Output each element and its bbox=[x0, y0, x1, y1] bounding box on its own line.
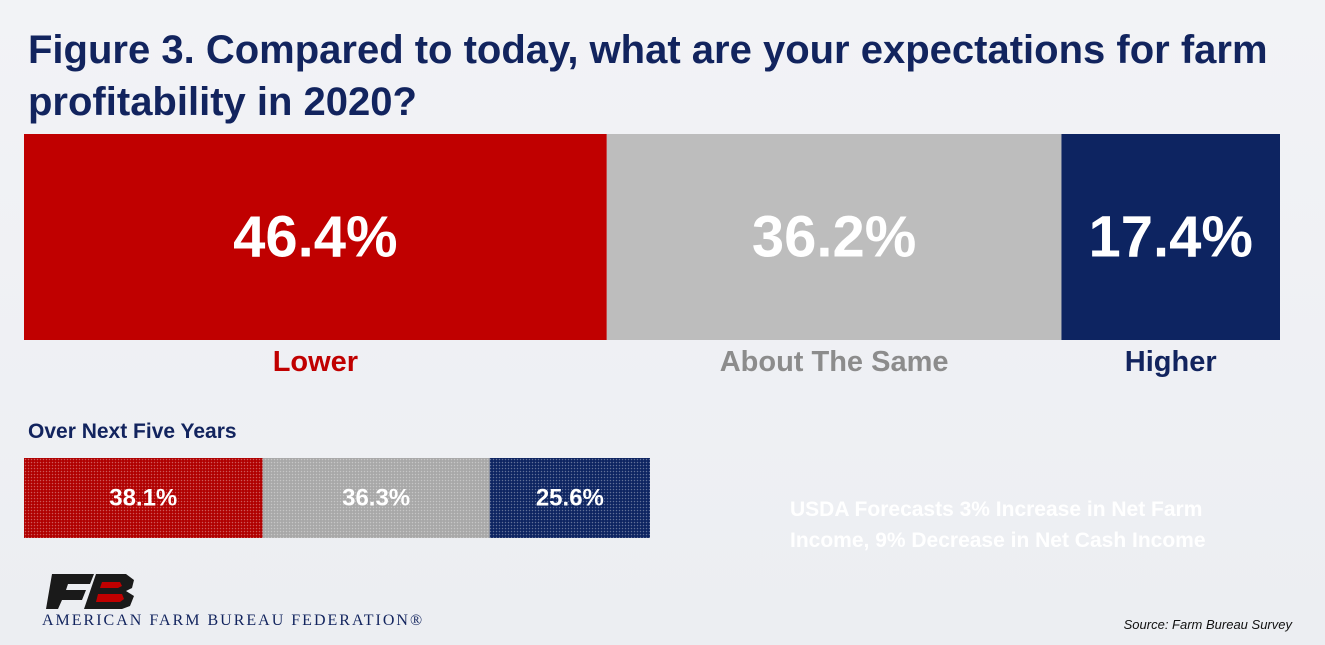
category-label-lower: Lower bbox=[272, 346, 359, 378]
afbf-logo: AMERICAN FARM BUREAU FEDERATION® bbox=[42, 572, 482, 632]
category-label-higher: Higher bbox=[1124, 346, 1217, 378]
data-label: 38.1% bbox=[109, 485, 177, 512]
data-label: 17.4% bbox=[1088, 205, 1252, 270]
bar-segment-texture bbox=[262, 458, 490, 538]
sub-stacked-bar: 38.1% 36.3% 25.6% bbox=[24, 458, 650, 538]
bar-segment-texture bbox=[489, 458, 650, 538]
main-stacked-bar: 46.4% 36.2% 17.4% bbox=[24, 134, 1280, 340]
source-note: Source: Farm Bureau Survey bbox=[1123, 617, 1292, 632]
data-label: 36.3% bbox=[342, 485, 410, 512]
category-label-about-the-same: About The Same bbox=[719, 346, 949, 378]
bar-segment-lower bbox=[24, 134, 607, 340]
bar-segment-about-the-same bbox=[606, 134, 1062, 340]
bar-segment-texture bbox=[24, 458, 263, 538]
sub-chart-title: Over Next Five Years bbox=[28, 420, 237, 443]
main-category-labels: Lower About The Same Higher bbox=[24, 340, 1280, 390]
bar-segment-higher bbox=[1061, 134, 1280, 340]
logo-text: AMERICAN FARM BUREAU FEDERATION® bbox=[42, 612, 425, 629]
data-label: 46.4% bbox=[233, 205, 397, 270]
data-label: 36.2% bbox=[752, 205, 916, 270]
data-label: 25.6% bbox=[536, 485, 604, 512]
usda-note: USDA Forecasts 3% Increase in Net Farm I… bbox=[790, 498, 1206, 552]
chart-title: Figure 3. Compared to today, what are yo… bbox=[28, 28, 1268, 124]
fb-logo-icon bbox=[46, 574, 134, 609]
